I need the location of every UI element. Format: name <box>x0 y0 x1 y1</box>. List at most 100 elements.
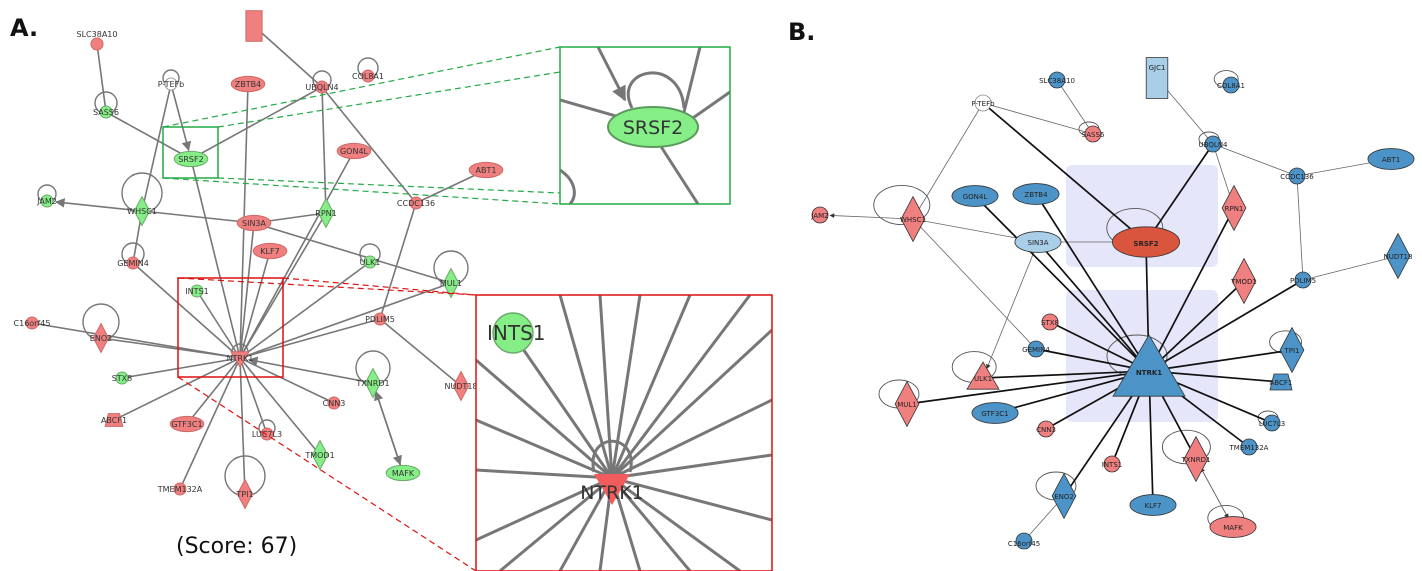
edge-sin3a-ulk1 <box>986 241 1039 370</box>
edge-pdlim5-nudt18 <box>379 318 462 387</box>
node-b-label: ABCF1 <box>1270 379 1293 387</box>
node-b-label: ULK1 <box>974 375 992 383</box>
node-a-label: COL8A1 <box>352 72 384 81</box>
zoom-edge <box>499 476 613 571</box>
node-a-abcf1 <box>104 413 124 427</box>
zoom-edge <box>610 477 692 571</box>
zoom-srsf2-label: SRSF2 <box>623 117 683 139</box>
node-b-gtf3c1 <box>971 402 1019 424</box>
node-b-label: SASS6 <box>1082 131 1105 139</box>
node-b-sass6 <box>1084 125 1102 143</box>
node-b-p-tefb <box>974 94 992 112</box>
node-b-mul1 <box>894 380 920 428</box>
srsf2-zoom-border <box>559 46 731 205</box>
edge-txnrd1-ntrk1 <box>247 356 374 384</box>
node-b-tmem132a <box>1240 438 1258 456</box>
edge-ubqln4-srsf2 <box>190 86 323 160</box>
edge-ubqln4-ccdc136 <box>321 86 417 204</box>
zoom-connector-line <box>162 177 561 205</box>
edge-p-tefb-srsf2 <box>982 102 1147 243</box>
zoom-edge <box>610 295 752 479</box>
edge-gtf3c1-ntrk1 <box>186 357 241 425</box>
node-a-tmod1 <box>311 439 329 471</box>
node-a-luc7l3 <box>260 427 274 441</box>
zoom-connector-line <box>217 177 561 194</box>
node-a-label: NUDT18 <box>444 382 477 391</box>
edge-ccdc136-pdlim5 <box>1296 175 1304 281</box>
node-b-label: CNN3 <box>1036 426 1056 434</box>
node-a-label: SIN3A <box>242 219 267 228</box>
edge-gon4l-ntrk1 <box>239 150 355 359</box>
zoom-edge <box>598 295 614 479</box>
node-b-label: TXNRD1 <box>1180 456 1210 464</box>
node-b-label: MAFK <box>1223 524 1243 532</box>
node-b-label: KLF7 <box>1145 502 1162 510</box>
node-a-label: CNN3 <box>323 399 346 408</box>
node-b-whsc1 <box>900 195 926 243</box>
zoom-edge <box>558 477 614 571</box>
edge-p-tefb-whsc1 <box>912 102 984 220</box>
node-b-c16orf45 <box>1015 532 1033 550</box>
node-a-label: TMEM132A <box>157 485 203 494</box>
node-a-nudt18 <box>452 370 470 402</box>
node-a-label: CCDC136 <box>397 199 435 208</box>
node-b-gon4l <box>951 185 999 207</box>
zoom-ints1-label: INTS1 <box>487 321 546 345</box>
edge-tmod1-ntrk1 <box>1148 280 1245 372</box>
zoom-connector-line <box>162 46 561 128</box>
node-a-label: SRSF2 <box>178 155 203 164</box>
node-b-ubqln4 <box>1204 135 1222 153</box>
node-a-c16orf45 <box>25 316 39 330</box>
zoom-edge <box>476 468 613 480</box>
node-a-abt1 <box>468 161 504 179</box>
edge-pdlim5-ntrk1 <box>1148 279 1304 372</box>
edge-ubqln4-srsf2 <box>1145 143 1214 243</box>
node-b-label: PDLIM5 <box>1290 277 1316 285</box>
node-a-label: SASS6 <box>93 108 119 117</box>
zoom-edge <box>611 398 772 480</box>
node-a-srsf2 <box>173 150 209 168</box>
network-a-edges <box>31 25 487 497</box>
node-a-cnn3 <box>327 396 341 410</box>
node-b-label: ABT1 <box>1382 156 1400 164</box>
node-a-label: MUL1 <box>440 279 462 288</box>
node-a-label: ENO2 <box>90 334 112 343</box>
node-b-stx8 <box>1041 313 1059 331</box>
node-a-label: WHSC1 <box>127 207 157 216</box>
edge-srsf2-ntrk1 <box>190 158 241 359</box>
node-a-label: NTRK1 <box>227 354 254 363</box>
node-b-label: CCDC136 <box>1280 173 1314 181</box>
zoom-edge <box>611 476 772 522</box>
node-a-mafk <box>385 464 421 482</box>
node-b-jam2 <box>811 206 829 224</box>
edge-ccdc136-pdlim5 <box>379 202 417 320</box>
node-a-klf7 <box>252 242 288 260</box>
edge-ulk1-ntrk1 <box>239 261 371 359</box>
zoom-ntrk1-node <box>594 474 630 505</box>
node-b-label: RPN1 <box>1225 205 1244 213</box>
node-a-sass6 <box>99 105 113 119</box>
node-a-label: TMOD1 <box>304 451 334 460</box>
node-a-label: GTF3C1 <box>171 420 202 429</box>
node-b-label: WHSC1 <box>900 216 926 224</box>
edge-tpi1-ntrk1 <box>1148 349 1293 372</box>
edge-mul1-ntrk1 <box>906 370 1150 405</box>
node-b-eno2 <box>1051 472 1077 520</box>
node-b-txnrd1 <box>1183 435 1209 483</box>
edge-pdlim5-ntrk1 <box>239 318 381 359</box>
node-a-label: P-TEFb <box>158 80 184 89</box>
node-a-ubqln4 <box>315 80 329 94</box>
node-b-label: P-TEFb <box>971 100 995 108</box>
edge-p-tefb-sass6 <box>982 102 1094 135</box>
node-a-rpn1 <box>317 197 335 229</box>
node-b-label: SRSF2 <box>1133 240 1158 248</box>
node-a-txnrd1 <box>364 367 382 399</box>
node-a-tpi1 <box>236 478 254 510</box>
edge-whsc1-jam2 <box>54 198 143 212</box>
edge-slc38a10-sass6 <box>96 43 107 113</box>
zoom-edge <box>476 358 613 480</box>
node-a-label: ULK1 <box>360 258 381 267</box>
node-b-label: NTRK1 <box>1136 369 1162 377</box>
edge-sin3a-ntrk1 <box>239 222 255 359</box>
node-b-klf7 <box>1129 494 1177 516</box>
